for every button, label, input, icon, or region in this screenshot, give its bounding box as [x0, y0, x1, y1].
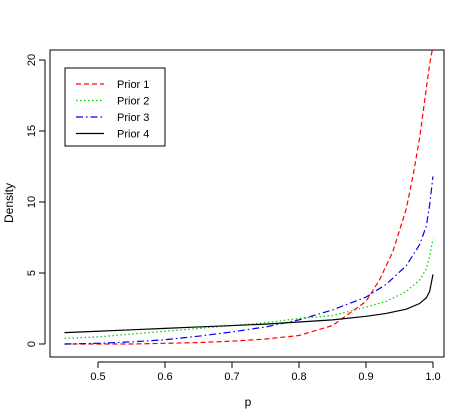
x-tick-label: 0.6 [157, 371, 172, 383]
series-line-4 [64, 274, 434, 334]
legend-box [64, 67, 166, 147]
y-tick-label: 0 [26, 341, 38, 347]
y-tick-label: 15 [26, 125, 38, 137]
axes-layer: 0.5 0.6 0.7 0.8 0.9 1.0 0 5 10 15 20 p Density [2, 49, 445, 409]
x-axis-label: p [245, 395, 252, 409]
x-tick-label: 0.5 [90, 371, 105, 383]
legend: Prior 1 Prior 2 Prior 3 Prior 4 [64, 67, 166, 147]
series-line-2 [64, 238, 434, 339]
x-tick-label: 0.8 [291, 371, 306, 383]
legend-label-4: Prior 4 [117, 129, 149, 141]
plot-layer [64, 50, 434, 345]
y-tick-label: 5 [26, 270, 38, 276]
x-tick-label: 0.9 [358, 371, 373, 383]
x-tick-label: 1.0 [425, 371, 440, 383]
legend-label-1: Prior 1 [117, 79, 149, 91]
legend-label-3: Prior 3 [117, 112, 149, 124]
series-line-3 [64, 176, 434, 345]
legend-label-2: Prior 2 [117, 96, 149, 108]
plot-frame [49, 49, 445, 358]
x-tick-label: 0.7 [224, 371, 239, 383]
series-line-1 [64, 50, 433, 345]
y-axis-label: Density [2, 183, 16, 223]
y-tick-label: 10 [26, 196, 38, 208]
y-tick-label: 20 [26, 54, 38, 66]
